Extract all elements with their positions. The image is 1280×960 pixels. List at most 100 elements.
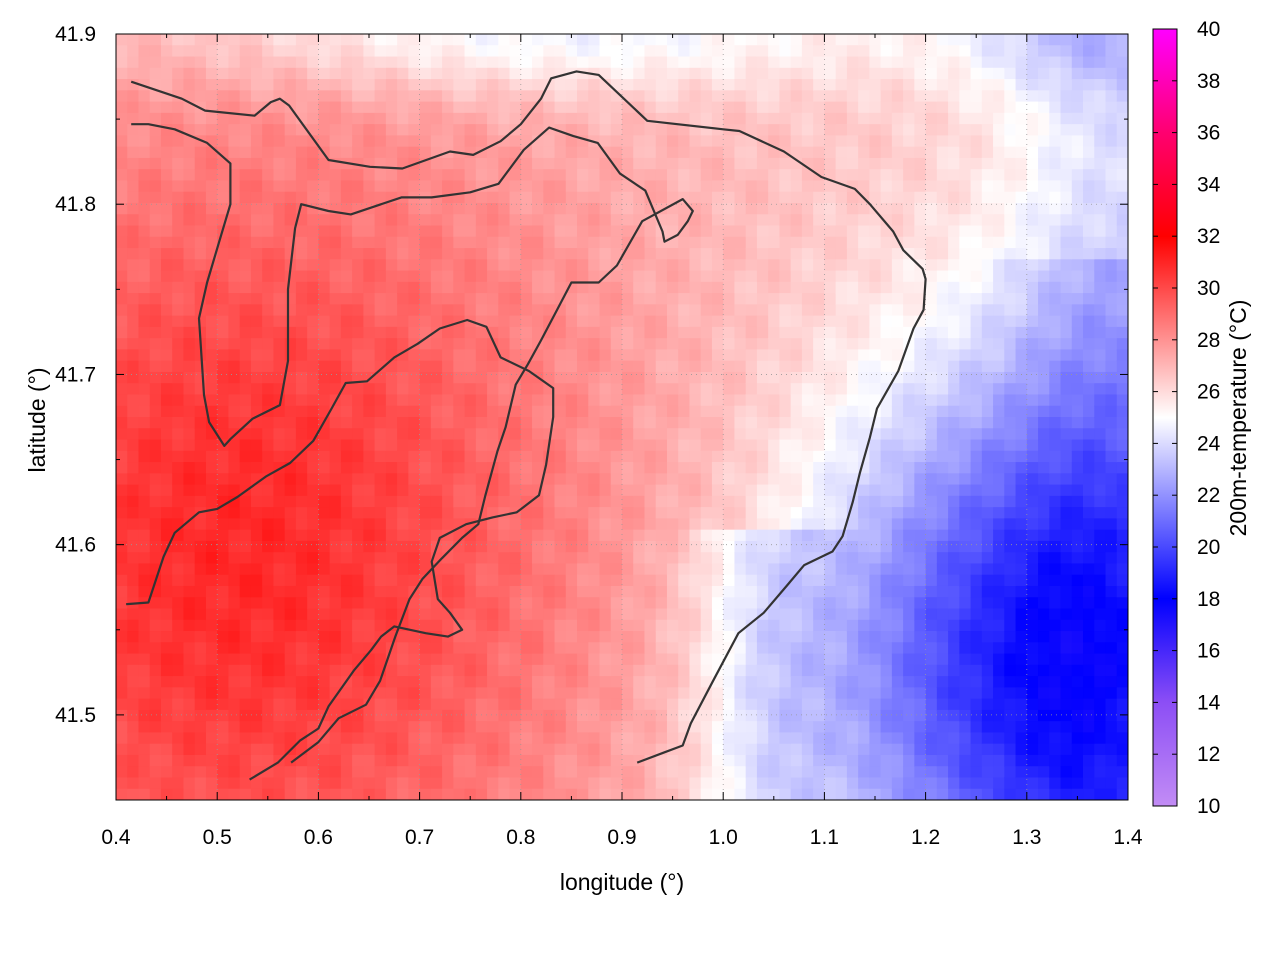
heatmap-cell — [813, 405, 825, 418]
heatmap-cell — [284, 766, 297, 779]
heatmap-cell — [487, 169, 499, 182]
heatmap-cell — [475, 608, 488, 621]
heatmap-cell — [858, 664, 870, 677]
heatmap-cell — [172, 34, 185, 46]
heatmap-cell — [734, 585, 747, 598]
heatmap-cell — [532, 248, 544, 260]
heatmap-cell — [666, 259, 679, 272]
heatmap-cell — [835, 124, 848, 136]
heatmap-cell — [138, 405, 151, 418]
heatmap-cell — [565, 405, 578, 418]
heatmap-cell — [273, 360, 286, 373]
heatmap-cell — [262, 608, 275, 621]
heatmap-cell — [273, 721, 286, 734]
heatmap-cell — [329, 293, 342, 305]
heatmap-cell — [936, 112, 949, 125]
heatmap-cell — [183, 552, 196, 565]
heatmap-cell — [925, 236, 938, 249]
heatmap-cell — [543, 180, 556, 193]
heatmap-cell — [599, 642, 612, 655]
heatmap-cell — [622, 597, 634, 610]
heatmap-cell — [307, 484, 319, 497]
heatmap-cell — [711, 473, 724, 486]
heatmap-cell — [284, 202, 297, 215]
heatmap-cell — [745, 169, 758, 182]
heatmap-cell — [644, 169, 657, 182]
heatmap-cell — [577, 698, 589, 711]
heatmap-cell — [149, 56, 162, 69]
heatmap-cell — [408, 608, 421, 621]
heatmap-cell — [239, 214, 252, 227]
heatmap-cell — [824, 574, 837, 587]
heatmap-cell — [610, 585, 623, 598]
heatmap-cell — [160, 169, 173, 182]
heatmap-cell — [239, 676, 252, 688]
heatmap-cell — [340, 169, 353, 182]
heatmap-cell — [363, 191, 376, 204]
heatmap-cell — [385, 709, 398, 722]
heatmap-cell — [824, 428, 837, 441]
heatmap-cell — [846, 191, 859, 204]
heatmap-cell — [363, 169, 376, 182]
heatmap-cell — [352, 248, 364, 260]
heatmap-cell — [700, 225, 713, 238]
heatmap-cell — [903, 709, 915, 722]
heatmap-cell — [723, 157, 736, 170]
heatmap-cell — [599, 225, 612, 238]
heatmap-cell — [610, 34, 623, 46]
heatmap-cell — [262, 721, 275, 734]
heatmap-cell — [397, 552, 409, 565]
heatmap-cell — [284, 653, 297, 666]
heatmap-cell — [385, 540, 398, 553]
heatmap-cell — [464, 191, 477, 204]
heatmap-cell — [779, 788, 792, 800]
heatmap-cell — [498, 90, 511, 103]
heatmap-cell — [374, 709, 387, 722]
heatmap-cell — [453, 788, 466, 800]
heatmap-cell — [475, 315, 488, 328]
heatmap-cell — [329, 169, 342, 182]
heatmap-cell — [374, 394, 387, 407]
heatmap-cell — [678, 214, 691, 227]
heatmap-cell — [487, 552, 499, 565]
heatmap-cell — [498, 360, 511, 373]
heatmap-cell — [205, 248, 218, 260]
heatmap-cell — [160, 664, 173, 677]
heatmap-cell — [543, 687, 556, 700]
heatmap-cell — [678, 687, 691, 700]
heatmap-cell — [914, 191, 927, 204]
heatmap-cell — [464, 202, 477, 215]
heatmap-cell — [217, 112, 230, 125]
heatmap-cell — [869, 766, 882, 779]
heatmap-cell — [217, 236, 230, 249]
heatmap-cell — [543, 597, 556, 610]
heatmap-cell — [891, 518, 904, 531]
heatmap-cell — [756, 507, 769, 519]
heatmap-cell — [487, 721, 499, 734]
heatmap-cell — [891, 653, 904, 666]
heatmap-cell — [453, 349, 466, 362]
heatmap-cell — [633, 428, 646, 441]
heatmap-cell — [666, 788, 679, 800]
heatmap-cell — [453, 676, 466, 688]
heatmap-cell — [273, 259, 286, 272]
heatmap-cell — [194, 788, 207, 800]
heatmap-cell — [869, 236, 882, 249]
heatmap-cell — [532, 417, 544, 429]
heatmap-cell — [183, 428, 196, 441]
heatmap-cell — [846, 597, 859, 610]
heatmap-cell — [453, 709, 466, 722]
heatmap-cell — [239, 101, 252, 114]
heatmap-cell — [160, 180, 173, 193]
heatmap-cell — [509, 721, 522, 734]
heatmap-cell — [217, 405, 230, 418]
heatmap-cell — [217, 270, 230, 283]
heatmap-cell — [295, 315, 308, 328]
heatmap-cell — [577, 34, 589, 46]
heatmap-cell — [374, 732, 387, 745]
heatmap-cell — [205, 315, 218, 328]
heatmap-cell — [352, 371, 364, 384]
heatmap-cell — [408, 529, 421, 542]
heatmap-cell — [385, 112, 398, 125]
heatmap-cell — [430, 766, 443, 779]
